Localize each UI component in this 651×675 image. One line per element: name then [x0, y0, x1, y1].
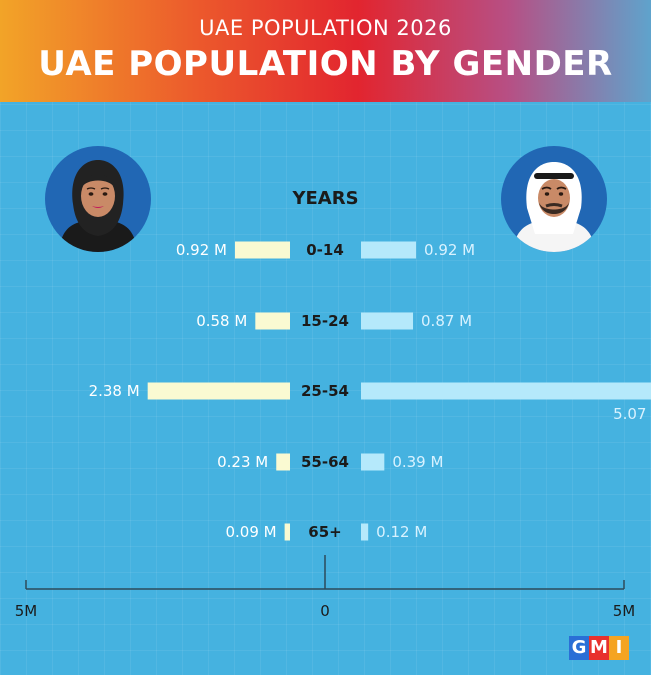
bar-left-25-54: [147, 382, 290, 400]
value-label-left: 0.23 M: [217, 453, 268, 471]
value-label-right: 0.92 M: [424, 241, 475, 259]
logo-letter: I: [609, 636, 629, 660]
age-label: 25-54: [301, 382, 349, 400]
value-label-left: 0.58 M: [196, 312, 247, 330]
page-title: UAE POPULATION BY GENDER: [38, 44, 613, 84]
value-label-left: 0.92 M: [176, 241, 227, 259]
age-label: 65+: [308, 523, 341, 541]
woman-hijab-icon: [45, 146, 151, 252]
male-bars: [361, 241, 651, 541]
tick-label: 0: [320, 602, 330, 620]
bar-left-0-14: [234, 241, 290, 259]
bar-right-65+: [361, 523, 369, 541]
category-axis-title: YEARS: [292, 188, 359, 209]
logo-letter: M: [589, 636, 609, 660]
value-labels: 0.92 M 0.92 M 0.58 M 0.87 M 2.38 M 5.07 M 0.23…: [89, 241, 651, 541]
age-label: 55-64: [301, 453, 349, 471]
bar-left-55-64: [276, 453, 290, 471]
value-label-right: 0.12 M: [376, 523, 427, 541]
bar-left-65+: [284, 523, 290, 541]
age-labels: 0-14 15-24 25-54 55-64 65+: [301, 241, 349, 541]
age-label: 15-24: [301, 312, 349, 330]
subtitle: UAE POPULATION 2026: [199, 16, 452, 40]
bar-right-55-64: [361, 453, 385, 471]
tick-label: 5M: [15, 602, 38, 620]
logo-letter: G: [569, 636, 589, 660]
value-label-right: 0.39 M: [392, 453, 443, 471]
bar-right-0-14: [361, 241, 417, 259]
value-label-right: 0.87 M: [421, 312, 472, 330]
age-label: 0-14: [306, 241, 344, 259]
header-banner: UAE POPULATION 2026 UAE POPULATION BY GE…: [0, 0, 651, 102]
bar-right-15-24: [361, 312, 414, 330]
man-kandura-icon: [501, 146, 607, 252]
bar-left-15-24: [255, 312, 290, 330]
tick-label: 5M: [613, 602, 636, 620]
bar-right-25-54: [361, 382, 651, 400]
value-label-right: 5.07 M: [613, 405, 651, 423]
x-axis: 5M 0 5M: [15, 555, 636, 620]
value-label-left: 0.09 M: [226, 523, 277, 541]
female-bars: [147, 241, 290, 541]
value-label-left: 2.38 M: [89, 382, 140, 400]
